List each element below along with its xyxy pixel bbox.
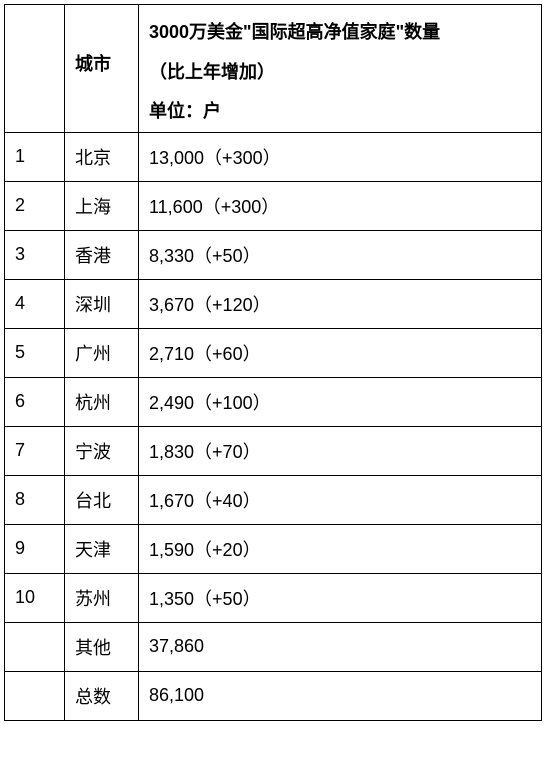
cell-value: 1,590（+20） — [139, 524, 542, 573]
table-row: 10苏州1,350（+50） — [5, 573, 542, 622]
cell-city: 天津 — [65, 524, 139, 573]
cell-value: 13,000（+300） — [139, 132, 542, 181]
cell-rank: 9 — [5, 524, 65, 573]
cell-rank: 10 — [5, 573, 65, 622]
table-row: 其他37,860 — [5, 622, 542, 671]
cell-rank: 6 — [5, 377, 65, 426]
cell-city: 北京 — [65, 132, 139, 181]
cell-rank: 2 — [5, 181, 65, 230]
cell-value: 2,490（+100） — [139, 377, 542, 426]
table-row: 总数86,100 — [5, 671, 542, 720]
header-value: 3000万美金"国际超高净值家庭"数量 （比上年增加） 单位：户 — [139, 5, 542, 133]
cell-rank: 4 — [5, 279, 65, 328]
table-row: 2上海11,600（+300） — [5, 181, 542, 230]
table-row: 1北京13,000（+300） — [5, 132, 542, 181]
cell-city: 总数 — [65, 671, 139, 720]
cell-rank — [5, 671, 65, 720]
header-value-line3: 单位：户 — [149, 92, 541, 132]
header-rank — [5, 5, 65, 133]
table-header-row: 城市 3000万美金"国际超高净值家庭"数量 （比上年增加） 单位：户 — [5, 5, 542, 133]
table-row: 4深圳3,670（+120） — [5, 279, 542, 328]
cell-city: 苏州 — [65, 573, 139, 622]
cell-rank: 8 — [5, 475, 65, 524]
cell-value: 2,710（+60） — [139, 328, 542, 377]
cell-rank — [5, 622, 65, 671]
cell-city: 杭州 — [65, 377, 139, 426]
cell-city: 台北 — [65, 475, 139, 524]
table-row: 5广州2,710（+60） — [5, 328, 542, 377]
cell-rank: 7 — [5, 426, 65, 475]
cell-value: 1,350（+50） — [139, 573, 542, 622]
header-value-line1: 3000万美金"国际超高净值家庭"数量 — [149, 13, 541, 53]
cell-value: 8,330（+50） — [139, 230, 542, 279]
table-body: 1北京13,000（+300）2上海11,600（+300）3香港8,330（+… — [5, 132, 542, 720]
header-city: 城市 — [65, 5, 139, 133]
cell-rank: 1 — [5, 132, 65, 181]
cell-city: 上海 — [65, 181, 139, 230]
table-row: 3香港8,330（+50） — [5, 230, 542, 279]
cell-value: 37,860 — [139, 622, 542, 671]
wealth-table: 城市 3000万美金"国际超高净值家庭"数量 （比上年增加） 单位：户 1北京1… — [4, 4, 542, 721]
cell-rank: 3 — [5, 230, 65, 279]
cell-rank: 5 — [5, 328, 65, 377]
cell-value: 11,600（+300） — [139, 181, 542, 230]
cell-city: 广州 — [65, 328, 139, 377]
cell-city: 香港 — [65, 230, 139, 279]
cell-city: 其他 — [65, 622, 139, 671]
cell-value: 86,100 — [139, 671, 542, 720]
table-row: 8台北1,670（+40） — [5, 475, 542, 524]
cell-value: 1,830（+70） — [139, 426, 542, 475]
header-value-line2: （比上年增加） — [149, 53, 541, 93]
cell-city: 宁波 — [65, 426, 139, 475]
cell-value: 1,670（+40） — [139, 475, 542, 524]
table-row: 9天津1,590（+20） — [5, 524, 542, 573]
cell-value: 3,670（+120） — [139, 279, 542, 328]
table-row: 6杭州2,490（+100） — [5, 377, 542, 426]
cell-city: 深圳 — [65, 279, 139, 328]
table-row: 7宁波1,830（+70） — [5, 426, 542, 475]
